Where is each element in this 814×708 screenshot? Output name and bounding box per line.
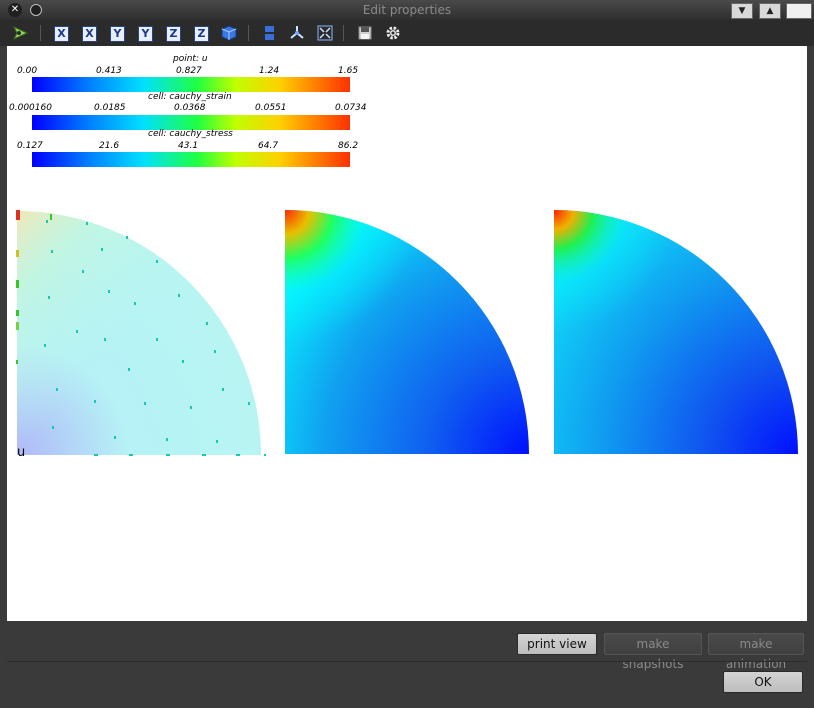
- make-animation-button[interactable]: make animation: [708, 633, 804, 671]
- iso-view-cube-icon[interactable]: [220, 24, 238, 42]
- colorbar-tick: 86.2: [338, 141, 359, 151]
- minimize-button[interactable]: ▼: [731, 3, 753, 19]
- orientation-axes-icon[interactable]: [288, 24, 306, 42]
- colorbar-tick: 0.827: [176, 66, 202, 76]
- ok-button[interactable]: OK: [723, 671, 803, 693]
- window-menu-button[interactable]: [30, 4, 42, 16]
- colorbar-tick: 0.0734: [335, 103, 367, 113]
- displacement-view[interactable]: u: [16, 210, 266, 458]
- colorbar-tick: 1.65: [338, 66, 359, 76]
- restore-button[interactable]: [786, 3, 812, 19]
- colorbar-tick: 64.7: [258, 141, 279, 151]
- dialog-footer: print view make snapshots make animation…: [0, 621, 814, 708]
- colorbar-title: cell: cauchy_stress: [148, 129, 233, 139]
- colorbar-tick: 0.0185: [94, 103, 126, 113]
- view-z-plus-button[interactable]: Z: [166, 26, 181, 42]
- make-snapshots-button[interactable]: make snapshots: [604, 633, 702, 671]
- colorbar-tick: 0.00: [17, 66, 38, 76]
- toolbar-separator: [248, 25, 249, 41]
- toolbar-separator: [343, 25, 344, 41]
- colorbar-tick: 0.0368: [174, 103, 206, 113]
- view-y-plus-button[interactable]: Y: [110, 26, 125, 42]
- colorbar-tick: 21.6: [99, 141, 120, 151]
- footer-divider: [7, 661, 807, 662]
- view-vector-label: u: [17, 445, 25, 458]
- colorbar-gradient: [32, 152, 350, 167]
- split-view-icon[interactable]: [261, 24, 279, 42]
- select-pointer-icon[interactable]: [12, 24, 30, 42]
- colorbar-gradient: [32, 77, 350, 92]
- colorbar-gradient: [32, 115, 350, 130]
- colorbar-tick: 0.000160: [9, 103, 52, 113]
- toolbar-separator: [40, 25, 41, 41]
- render-canvas[interactable]: point: u 0.00 0.413 0.827 1.24 1.65 cell…: [7, 46, 807, 621]
- colorbar-tick: 0.413: [96, 66, 122, 76]
- colorbar-tick: 0.0551: [255, 103, 287, 113]
- view-x-plus-button[interactable]: X: [54, 26, 69, 42]
- print-view-button[interactable]: print view: [517, 633, 597, 655]
- colorbar-title: cell: cauchy_strain: [148, 92, 232, 102]
- window-title: Edit properties: [362, 3, 452, 17]
- colorbar-title: point: u: [173, 54, 208, 64]
- view-x-minus-button[interactable]: X: [82, 26, 97, 42]
- colorbar-tick: 1.24: [259, 66, 280, 76]
- title-bar: ✕ Edit properties ▼ ▲: [0, 0, 814, 20]
- colorbar-tick: 0.127: [17, 141, 43, 151]
- stress-view[interactable]: [554, 210, 800, 456]
- view-y-minus-button[interactable]: Y: [138, 26, 153, 42]
- view-z-minus-button[interactable]: Z: [194, 26, 209, 42]
- save-snapshot-icon[interactable]: [356, 24, 374, 42]
- toolbar: X X Y Y Z Z: [0, 20, 814, 46]
- fit-to-window-icon[interactable]: [316, 24, 334, 42]
- maximize-button[interactable]: ▲: [759, 3, 781, 19]
- close-window-button[interactable]: ✕: [8, 3, 22, 17]
- strain-view[interactable]: [285, 210, 531, 456]
- settings-gear-icon[interactable]: [384, 24, 402, 42]
- colorbar-tick: 43.1: [178, 141, 199, 151]
